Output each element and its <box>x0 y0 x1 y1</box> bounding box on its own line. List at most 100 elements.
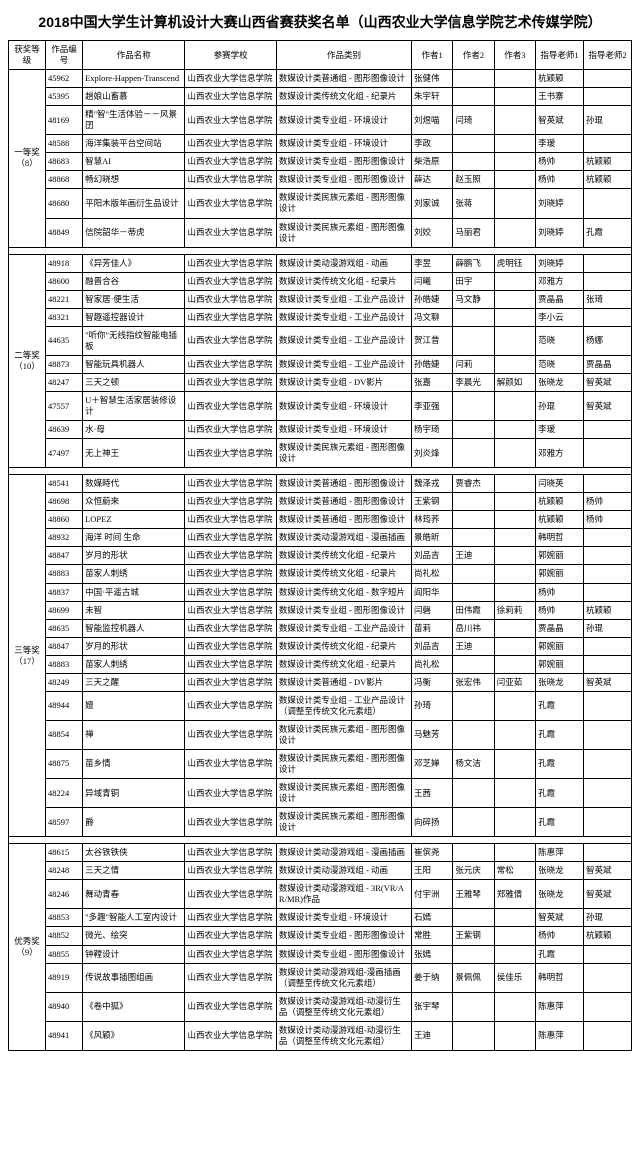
cell: 山西农业大学信息学院 <box>185 171 276 189</box>
cell: 山西农业大学信息学院 <box>185 547 276 565</box>
cell <box>494 421 535 439</box>
cell: 禅 <box>83 720 185 749</box>
cell: 刘炎烽 <box>411 439 452 468</box>
cell: 马丽君 <box>453 218 494 247</box>
cell: 阎阳华 <box>411 583 452 601</box>
cell: 李瑷 <box>536 421 584 439</box>
cell <box>584 720 632 749</box>
cell: 48321 <box>46 308 83 326</box>
cell: 48699 <box>46 601 83 619</box>
cell: 杭颖颖 <box>536 70 584 88</box>
cell: 48883 <box>46 565 83 583</box>
col-4: 作品类别 <box>276 41 411 70</box>
col-8: 指导老师1 <box>536 41 584 70</box>
cell: 山西农业大学信息学院 <box>185 963 276 992</box>
cell: 山西农业大学信息学院 <box>185 691 276 720</box>
cell: 48635 <box>46 619 83 637</box>
table-row: 48699未智山西农业大学信息学院数媒设计类专业组 - 图形图像设计闫磬田伟霞徐… <box>9 601 632 619</box>
cell: 贾晶晶 <box>536 619 584 637</box>
cell <box>494 511 535 529</box>
cell: 山西农业大学信息学院 <box>185 927 276 945</box>
cell: 智英斌 <box>536 106 584 135</box>
cell: 数媒设计类民族元素组 - 图形图像设计 <box>276 749 411 778</box>
cell: 姜于纳 <box>411 963 452 992</box>
cell: 太谷铁铁侠 <box>83 844 185 862</box>
cell: 王紫钢 <box>411 493 452 511</box>
cell: 刘晓婷 <box>536 218 584 247</box>
cell: 杭颖颖 <box>536 511 584 529</box>
spacer-row <box>9 468 632 475</box>
cell <box>584 70 632 88</box>
cell <box>494 355 535 373</box>
cell: 智英斌 <box>584 373 632 391</box>
cell: 山西农业大学信息学院 <box>185 945 276 963</box>
cell: 郭婉丽 <box>536 637 584 655</box>
cell: 杨文洁 <box>453 749 494 778</box>
cell: 数媒设计类传统文化组 - 数字短片 <box>276 583 411 601</box>
cell: 47497 <box>46 439 83 468</box>
cell: 山西农业大学信息学院 <box>185 421 276 439</box>
cell <box>453 493 494 511</box>
cell: 山西农业大学信息学院 <box>185 218 276 247</box>
cell: 48941 <box>46 1021 83 1050</box>
cell: 邓芝婵 <box>411 749 452 778</box>
cell: 嬗 <box>83 691 185 720</box>
cell <box>453 421 494 439</box>
cell: 孔霞 <box>536 749 584 778</box>
table-row: 48852微光、绘突山西农业大学信息学院数媒设计类专业组 - 图形图像设计常胜王… <box>9 927 632 945</box>
cell <box>584 421 632 439</box>
cell: 张宇琴 <box>411 992 452 1021</box>
cell: 48249 <box>46 673 83 691</box>
cell: 数媒设计类专业组 - 环境设计 <box>276 421 411 439</box>
col-7: 作者3 <box>494 41 535 70</box>
table-row: 48837中国·平遥古城山西农业大学信息学院数媒设计类传统文化组 - 数字短片阎… <box>9 583 632 601</box>
cell: 虎明钰 <box>494 254 535 272</box>
cell <box>453 844 494 862</box>
cell: 山西农业大学信息学院 <box>185 808 276 837</box>
cell: 张晓龙 <box>536 373 584 391</box>
table-row: 48883苗家人刺绣山西农业大学信息学院数媒设计类传统文化组 - 纪录片尚礼松郭… <box>9 655 632 673</box>
cell: 山西农业大学信息学院 <box>185 373 276 391</box>
cell: 智英斌 <box>584 673 632 691</box>
cell: 智英斌 <box>584 862 632 880</box>
table-row: 48221智家居·便生活山西农业大学信息学院数媒设计类专业组 - 工业产品设计孙… <box>9 290 632 308</box>
cell: 48875 <box>46 749 83 778</box>
cell: 郑雅倩 <box>494 880 535 909</box>
cell <box>453 439 494 468</box>
cell: LOPEZ <box>83 511 185 529</box>
table-row: 44635"听你"无线指纹智能电插板山西农业大学信息学院数媒设计类专业组 - 工… <box>9 326 632 355</box>
cell: 海洋 时间 生命 <box>83 529 185 547</box>
cell <box>494 391 535 420</box>
cell: 田宇 <box>453 272 494 290</box>
cell: 郭婉丽 <box>536 565 584 583</box>
cell: 王迪 <box>453 547 494 565</box>
cell: 韩明哲 <box>536 963 584 992</box>
cell: 48247 <box>46 373 83 391</box>
cell: 李亚强 <box>411 391 452 420</box>
cell: 异域青铜 <box>83 779 185 808</box>
cell: 张琦 <box>584 290 632 308</box>
cell: 山西农业大学信息学院 <box>185 601 276 619</box>
table-row: 48680平阳木版年画衍生品设计山西农业大学信息学院数媒设计类民族元素组 - 图… <box>9 189 632 218</box>
cell: 山西农业大学信息学院 <box>185 70 276 88</box>
cell: 48588 <box>46 135 83 153</box>
cell: 刘晓婷 <box>536 254 584 272</box>
cell <box>584 189 632 218</box>
cell: 王迪 <box>411 1021 452 1050</box>
cell: 中国·平遥古城 <box>83 583 185 601</box>
cell: 柴浩原 <box>411 153 452 171</box>
cell: 智英斌 <box>584 880 632 909</box>
cell <box>494 779 535 808</box>
cell <box>453 391 494 420</box>
cell: 马文静 <box>453 290 494 308</box>
cell: 王书寨 <box>536 88 584 106</box>
cell <box>494 70 535 88</box>
cell <box>494 272 535 290</box>
col-9: 指导老师2 <box>584 41 632 70</box>
cell: 山西农业大学信息学院 <box>185 290 276 308</box>
table-row: 48847岁月的形状山西农业大学信息学院数媒设计类传统文化组 - 纪录片刘品吉王… <box>9 547 632 565</box>
table-row: 48919传说故事插图组画山西农业大学信息学院数媒设计类动漫游戏组-漫画插画（调… <box>9 963 632 992</box>
cell: 数媒设计类专业组 - 环境设计 <box>276 135 411 153</box>
cell: 山西农业大学信息学院 <box>185 909 276 927</box>
cell: 48224 <box>46 779 83 808</box>
